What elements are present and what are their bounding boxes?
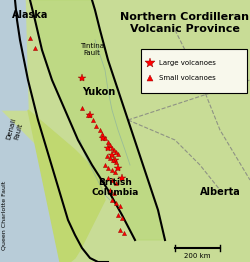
Text: Alaska: Alaska (12, 10, 49, 20)
Text: British
Columbia: British Columbia (91, 178, 139, 197)
FancyBboxPatch shape (141, 49, 247, 93)
Text: Small volcanoes: Small volcanoes (159, 75, 216, 81)
Text: Large volcanoes: Large volcanoes (159, 60, 216, 66)
Polygon shape (30, 0, 165, 240)
Polygon shape (28, 110, 105, 262)
Text: Alberta: Alberta (200, 187, 241, 197)
Text: Yukon: Yukon (82, 87, 115, 97)
Text: Queen Charlotte Fault: Queen Charlotte Fault (2, 180, 6, 250)
Polygon shape (0, 0, 28, 110)
Polygon shape (0, 110, 70, 262)
Text: Tintina
Fault: Tintina Fault (80, 43, 104, 56)
Text: Northern Cordilleran
Volcanic Province: Northern Cordilleran Volcanic Province (120, 12, 250, 34)
Text: Northwest
Territories: Northwest Territories (170, 73, 220, 92)
Text: 200 km: 200 km (184, 253, 210, 259)
Text: Denali
Fault: Denali Fault (6, 118, 24, 143)
